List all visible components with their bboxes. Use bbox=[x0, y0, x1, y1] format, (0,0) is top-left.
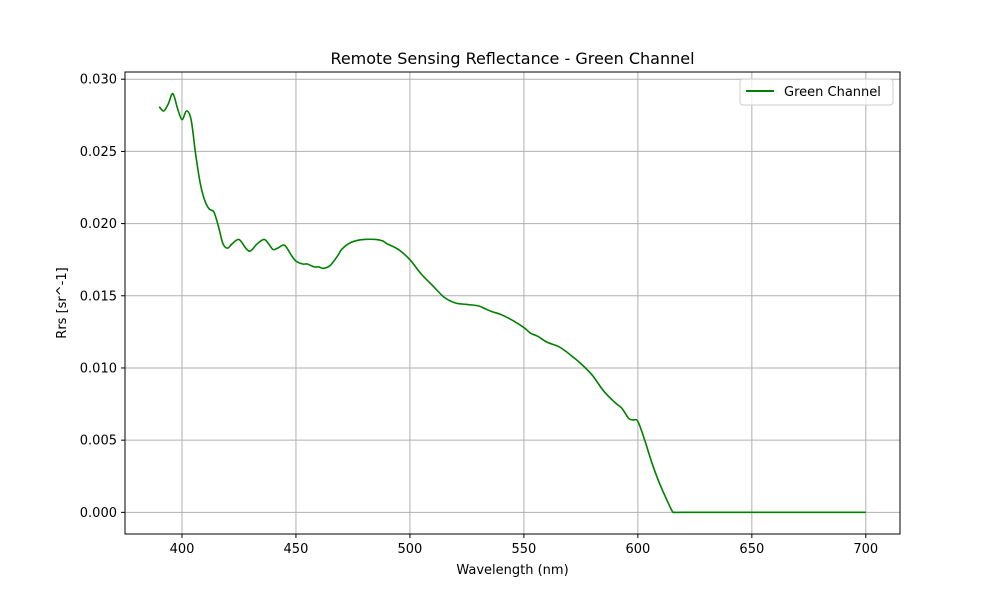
legend-box bbox=[739, 78, 894, 106]
y-tick-label: 0.000 bbox=[80, 506, 117, 521]
y-axis: 0.000 0.005 0.010 0.015 0.020 0.025 0.030 bbox=[80, 73, 125, 521]
x-tick-label: 650 bbox=[739, 542, 764, 557]
y-axis-title: Rrs [sr^-1] bbox=[55, 267, 70, 338]
x-tick-label: 500 bbox=[398, 542, 423, 557]
x-tick-label: 700 bbox=[853, 542, 878, 557]
plot-area bbox=[158, 92, 866, 514]
x-tick-label: 550 bbox=[511, 542, 536, 557]
x-tick-label: 600 bbox=[625, 542, 650, 557]
legend-label: Green Channel bbox=[784, 85, 881, 100]
x-axis: 400 450 500 550 600 650 700 bbox=[170, 534, 878, 557]
plot-frame bbox=[124, 71, 901, 535]
y-tick-label: 0.020 bbox=[80, 217, 117, 232]
grid-lines bbox=[125, 72, 900, 534]
x-axis-title: Wavelength (nm) bbox=[456, 563, 568, 578]
y-tick-label: 0.025 bbox=[80, 145, 117, 160]
y-tick-label: 0.015 bbox=[80, 289, 117, 304]
y-tick-label: 0.005 bbox=[80, 434, 117, 449]
legend: Green Channel bbox=[739, 78, 894, 106]
y-tick-label: 0.010 bbox=[80, 361, 117, 376]
x-tick-label: 400 bbox=[170, 542, 195, 557]
chart-title: Remote Sensing Reflectance - Green Chann… bbox=[330, 49, 694, 68]
series-line-green-channel bbox=[158, 92, 866, 514]
x-tick-label: 450 bbox=[284, 542, 309, 557]
y-tick-label: 0.030 bbox=[80, 73, 117, 88]
